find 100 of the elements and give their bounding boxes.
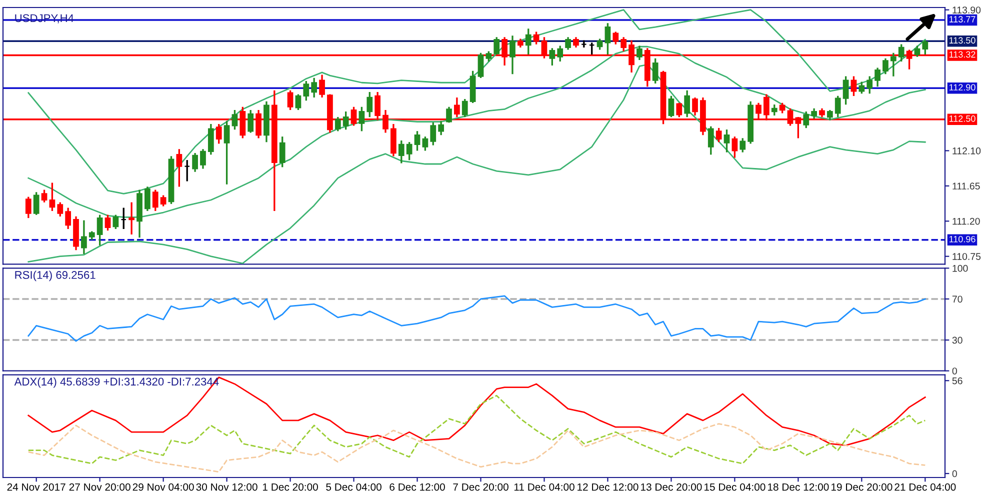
ref-line-label: 113.32 <box>949 51 976 58</box>
candlestick <box>882 58 888 74</box>
candlestick <box>232 110 238 130</box>
line-series <box>28 295 926 342</box>
candlestick <box>311 78 318 98</box>
candlestick <box>192 152 198 172</box>
candlestick <box>732 136 738 158</box>
candlestick <box>922 40 928 55</box>
candlestick <box>279 136 286 168</box>
candlestick <box>708 126 714 155</box>
candlestick <box>248 110 254 133</box>
candlestick <box>866 76 873 94</box>
candlestick <box>620 37 627 52</box>
x-tick-label: 12 Dec 12:00 <box>578 483 638 491</box>
x-tick-label: 18 Dec 12:00 <box>768 483 829 491</box>
candlestick <box>890 52 896 76</box>
candlestick <box>208 124 214 155</box>
candlestick <box>96 214 103 246</box>
candlestick <box>366 92 373 118</box>
y-tick-label: 112.10 <box>952 147 981 154</box>
candlestick <box>287 90 294 110</box>
x-tick-label: 19 Dec 20:00 <box>831 483 892 491</box>
candlestick <box>724 130 730 152</box>
candlestick <box>874 68 880 87</box>
candlestick <box>81 220 87 254</box>
y-tick-label: 0 <box>952 368 957 374</box>
candlestick <box>422 136 428 151</box>
chart-title: RSI(14) 69.2561 <box>15 270 96 282</box>
candlestick <box>668 96 674 118</box>
candlestick <box>834 96 841 118</box>
candlestick <box>494 37 500 55</box>
candlestick <box>462 99 468 118</box>
candlestick <box>406 142 412 160</box>
candlestick <box>414 131 420 151</box>
candlestick <box>49 182 56 212</box>
candlestick <box>636 46 642 60</box>
candlestick <box>200 149 206 169</box>
candlestick <box>334 117 341 132</box>
candlestick <box>160 195 166 206</box>
x-tick-label: 6 Dec 12:00 <box>390 483 445 491</box>
candlestick <box>104 214 111 231</box>
candlestick <box>740 138 746 152</box>
candlestick <box>684 90 690 118</box>
candlestick <box>128 202 134 234</box>
candlestick <box>342 112 349 130</box>
x-tick-label: 15 Dec 04:00 <box>704 483 766 491</box>
candlestick <box>898 44 904 62</box>
line-series <box>28 423 926 473</box>
candlestick <box>596 38 603 50</box>
y-tick-label: 0 <box>952 470 957 478</box>
candlestick <box>510 36 516 74</box>
candlestick <box>152 190 158 212</box>
candlestick <box>438 120 444 136</box>
candlestick <box>65 208 72 230</box>
candlestick <box>112 214 119 230</box>
candlestick <box>716 128 722 142</box>
candlestick <box>604 23 611 55</box>
x-tick-label: 30 Nov 12:00 <box>196 483 258 491</box>
candlestick <box>176 149 182 187</box>
candlestick <box>319 74 325 98</box>
y-tick-label: 111.20 <box>952 218 980 225</box>
candlestick <box>858 82 865 94</box>
candlestick <box>692 97 698 116</box>
ref-line-label: 110.96 <box>949 236 976 242</box>
x-tick-label: 1 Dec 20:00 <box>262 483 318 491</box>
x-tick-label: 29 Nov 04:00 <box>132 483 194 491</box>
candlestick <box>652 58 658 84</box>
candlestick <box>398 140 404 164</box>
candlestick <box>184 160 190 182</box>
candlestick <box>803 112 810 128</box>
y-tick-label: 111.65 <box>952 182 980 190</box>
y-tick-label: 113.90 <box>952 6 981 14</box>
y-tick-label: 100 <box>952 264 968 272</box>
ref-line-label: 112.90 <box>949 84 976 91</box>
candlestick <box>549 48 556 66</box>
ref-line-label: 113.77 <box>949 16 976 22</box>
candlestick <box>842 76 849 105</box>
y-tick-label: 110.75 <box>952 253 981 260</box>
x-tick-label: 24 Nov 2017 <box>7 483 66 491</box>
x-tick-label: 11 Dec 04:00 <box>514 483 574 491</box>
candlestick <box>295 94 302 110</box>
x-tick-label: 7 Dec 20:00 <box>453 483 508 491</box>
candlestick <box>120 208 127 230</box>
candlestick <box>850 76 857 96</box>
x-tick-label: 21 Dec 04:00 <box>894 483 956 491</box>
candlestick <box>612 32 619 44</box>
candlestick <box>57 202 64 216</box>
line-series <box>28 64 926 264</box>
candlestick <box>771 104 778 116</box>
candlestick <box>914 46 920 57</box>
line-series <box>28 46 926 218</box>
candlestick <box>430 122 436 146</box>
ref-line-label: 112.50 <box>949 115 976 122</box>
candlestick <box>303 81 310 101</box>
candlestick <box>216 124 222 144</box>
candlestick <box>446 106 452 123</box>
y-tick-label: 30 <box>952 336 962 344</box>
candlestick <box>533 32 540 44</box>
line-series <box>28 394 926 464</box>
candlestick <box>25 196 32 218</box>
